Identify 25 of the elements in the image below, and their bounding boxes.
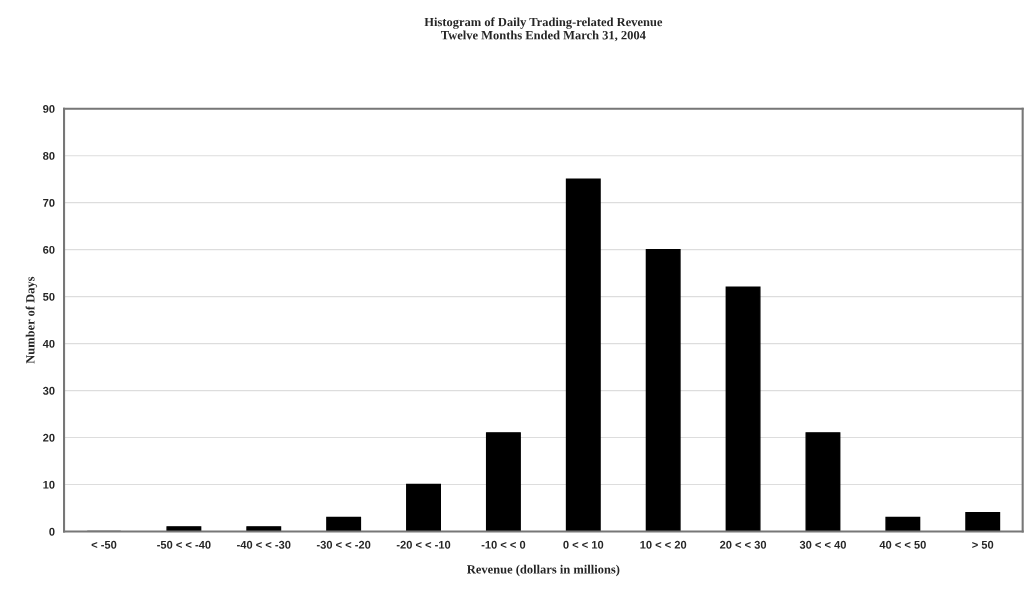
y-tick-label: 80	[43, 151, 55, 160]
y-axis-title: Number of Days	[25, 276, 38, 364]
y-tick-label: 70	[43, 198, 55, 207]
y-tick-label: 30	[42, 386, 55, 395]
y-tick-label: 60	[43, 245, 55, 254]
x-tick-label: < -50	[91, 540, 117, 549]
x-tick-label: 0 < < 10	[563, 540, 604, 549]
x-tick-label: -50 < < -40	[157, 540, 211, 549]
x-tick-label: -30 < < -20	[316, 540, 371, 549]
y-tick-label: 0	[49, 527, 55, 536]
x-tick-label: -20 < < -10	[396, 540, 451, 549]
x-tick-label: 10 < < 20	[640, 540, 687, 549]
y-tick-label: 20	[43, 433, 55, 442]
y-tick-label: 90	[43, 104, 55, 113]
x-tick-label: -10 < < 0	[481, 540, 526, 549]
y-tick-label: 10	[43, 480, 55, 489]
x-axis-title: Revenue (dollars in millions)	[467, 564, 620, 577]
x-tick-label: 40 < < 50	[879, 540, 926, 549]
x-tick-label: 30 < < 40	[799, 540, 846, 549]
y-tick-label: 40	[42, 339, 55, 348]
chart-title: Histogram of Daily Trading-related Revenue Twelve Months Ended March 31, 2004	[424, 17, 663, 42]
x-tick-label: 20 < < 30	[719, 540, 767, 549]
x-tick-label: > 50	[972, 540, 994, 549]
y-tick-label: 50	[43, 292, 55, 301]
x-tick-label: -40 < < -30	[237, 540, 291, 549]
